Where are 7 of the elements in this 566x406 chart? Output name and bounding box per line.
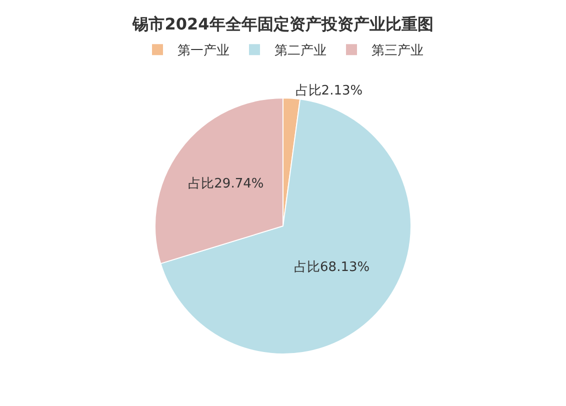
data-label: 占比2.13% [295, 83, 363, 98]
legend-label: 第二产业 [274, 44, 326, 59]
data-label: 占比29.74% [188, 176, 264, 192]
chart-title: 锡市2024年全年固定资产投资产业比重图 [132, 14, 434, 34]
data-label: 占比68.13% [294, 260, 370, 275]
legend-label: 第一产业 [178, 44, 230, 59]
legend-label: 第三产业 [372, 44, 424, 59]
